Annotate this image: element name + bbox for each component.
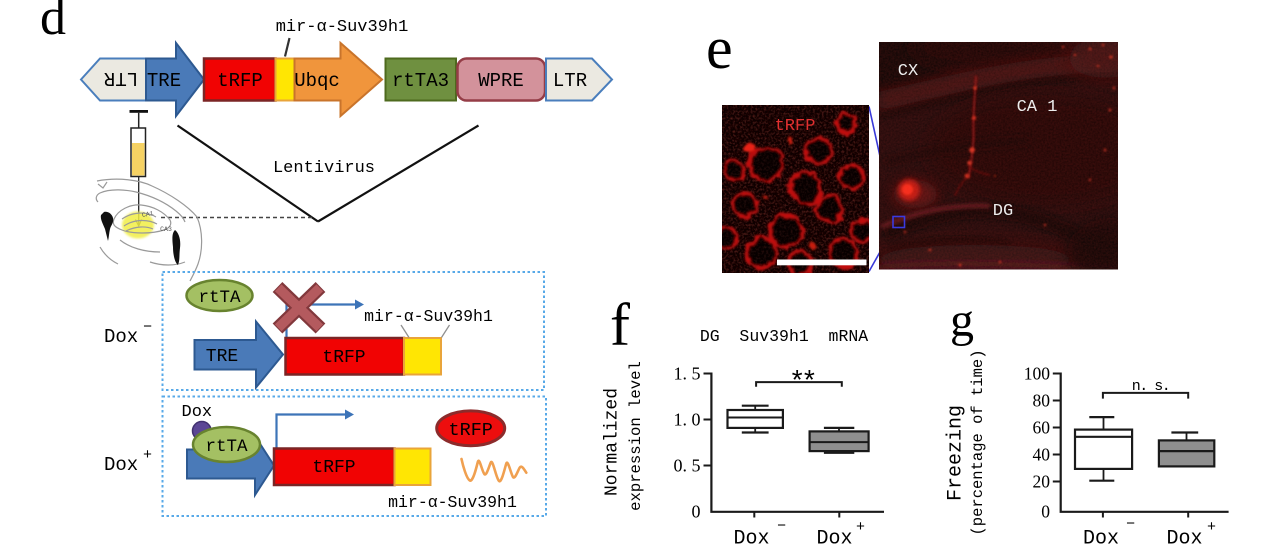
svg-text:f: f xyxy=(610,292,630,358)
svg-text:CX: CX xyxy=(898,62,918,81)
svg-text:DG Suv39h1 mRNA: DG Suv39h1 mRNA xyxy=(700,327,868,346)
svg-text:20: 20 xyxy=(1033,472,1051,492)
svg-text:CA1: CA1 xyxy=(141,210,154,219)
svg-text:CA 1: CA 1 xyxy=(1017,98,1058,117)
svg-text:Dox: Dox xyxy=(1083,528,1119,551)
svg-text:+: + xyxy=(856,519,865,536)
svg-text:0. 5: 0. 5 xyxy=(674,456,701,476)
svg-text:Lentivirus: Lentivirus xyxy=(273,159,375,178)
svg-text:n. s.: n. s. xyxy=(1132,378,1170,395)
svg-text:rtTA: rtTA xyxy=(198,288,241,308)
svg-text:100: 100 xyxy=(1024,364,1051,384)
svg-text:DG: DG xyxy=(993,202,1013,221)
svg-text:Dox: Dox xyxy=(182,403,213,422)
svg-text:mir-α-Suv39h1: mir-α-Suv39h1 xyxy=(364,307,493,326)
svg-text:1. 5: 1. 5 xyxy=(674,364,701,384)
svg-text:mir-α-Suv39h1: mir-α-Suv39h1 xyxy=(276,18,409,37)
svg-text:+: + xyxy=(143,447,152,464)
svg-text:Ubqc: Ubqc xyxy=(294,70,340,92)
svg-text:TRE: TRE xyxy=(206,347,238,367)
svg-text:Dox: Dox xyxy=(104,454,138,476)
svg-text:Dox: Dox xyxy=(733,528,769,551)
svg-text:LTR: LTR xyxy=(553,70,587,92)
svg-text:g: g xyxy=(950,294,974,347)
svg-text:rtTA: rtTA xyxy=(205,437,248,457)
svg-text:0: 0 xyxy=(692,502,701,522)
svg-text:Dox: Dox xyxy=(816,528,852,551)
svg-text:−: − xyxy=(1126,516,1135,533)
svg-text:tRFP: tRFP xyxy=(775,117,816,136)
svg-text:e: e xyxy=(706,15,733,81)
svg-text:tRFP: tRFP xyxy=(448,420,492,441)
svg-text:+: + xyxy=(1207,519,1216,536)
svg-text:(percentage of time): (percentage of time) xyxy=(969,349,987,535)
svg-text:mir-α-Suv39h1: mir-α-Suv39h1 xyxy=(388,493,517,512)
svg-text:−: − xyxy=(143,319,152,336)
svg-text:rtTA3: rtTA3 xyxy=(392,70,449,92)
svg-text:tRFP: tRFP xyxy=(322,348,365,368)
svg-text:60: 60 xyxy=(1033,418,1051,438)
svg-text:Dox: Dox xyxy=(104,326,138,348)
svg-text:tRFP: tRFP xyxy=(312,458,355,478)
svg-text:Freezing: Freezing xyxy=(945,405,968,501)
svg-text:0: 0 xyxy=(1041,502,1050,522)
svg-text:TRE: TRE xyxy=(147,70,181,92)
svg-text:CA3: CA3 xyxy=(160,226,172,233)
svg-text:d: d xyxy=(40,0,66,46)
svg-text:80: 80 xyxy=(1033,391,1051,411)
svg-text:40: 40 xyxy=(1033,445,1051,465)
svg-text:Normalized: Normalized xyxy=(603,388,623,496)
svg-text:tRFP: tRFP xyxy=(217,70,263,92)
svg-text:**: ** xyxy=(789,368,815,399)
svg-text:1. 0: 1. 0 xyxy=(674,410,701,430)
svg-text:LTR: LTR xyxy=(104,67,138,89)
svg-text:−: − xyxy=(777,518,786,535)
svg-text:WPRE: WPRE xyxy=(478,70,524,92)
svg-text:expression level: expression level xyxy=(627,361,645,511)
svg-text:Dox: Dox xyxy=(1166,528,1202,551)
